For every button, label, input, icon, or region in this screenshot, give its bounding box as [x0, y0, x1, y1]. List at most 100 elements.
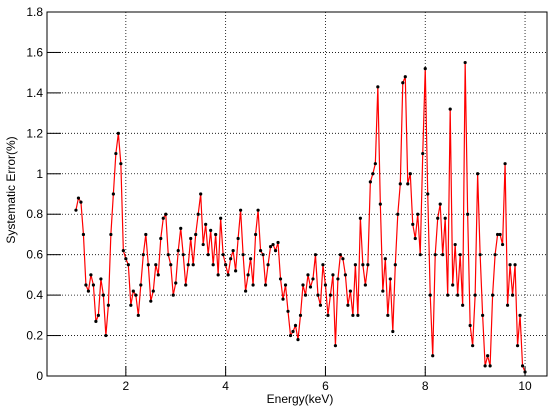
- data-point: [219, 216, 223, 220]
- data-point: [321, 263, 325, 267]
- data-point: [431, 354, 435, 358]
- y-tick-label: 1.6: [26, 45, 43, 59]
- data-point: [94, 319, 98, 323]
- data-point: [468, 323, 472, 328]
- data-point: [266, 263, 270, 267]
- data-point: [471, 344, 475, 348]
- data-point: [251, 283, 255, 287]
- data-point: [291, 329, 295, 334]
- data-point: [111, 192, 115, 196]
- x-tick-label: 6: [322, 379, 329, 393]
- data-point: [333, 344, 338, 348]
- data-point: [466, 212, 470, 216]
- data-point: [451, 283, 455, 287]
- data-point: [303, 293, 308, 297]
- data-point: [119, 162, 123, 166]
- data-point: [491, 293, 495, 297]
- data-point: [296, 338, 300, 342]
- data-point: [438, 202, 442, 206]
- data-point: [408, 172, 412, 176]
- y-tick-label: 0: [36, 369, 43, 383]
- data-point: [368, 180, 372, 184]
- data-point: [461, 303, 465, 307]
- data-point: [161, 216, 165, 220]
- data-point: [373, 162, 377, 166]
- data-point: [458, 253, 462, 257]
- data-point: [89, 273, 93, 277]
- data-point: [338, 253, 343, 257]
- data-point: [191, 263, 195, 267]
- data-point: [229, 257, 233, 261]
- data-point: [156, 273, 160, 277]
- data-point: [493, 253, 497, 257]
- data-point: [498, 232, 502, 237]
- data-point: [214, 232, 218, 237]
- y-tick-label: 1.4: [26, 86, 43, 100]
- x-tick-label: 10: [518, 379, 532, 393]
- data-point: [126, 263, 130, 267]
- data-point: [286, 309, 290, 313]
- data-point: [99, 277, 103, 281]
- data-point: [201, 242, 205, 247]
- data-point: [91, 283, 96, 287]
- data-point: [101, 293, 105, 297]
- data-point: [129, 303, 133, 307]
- data-point: [86, 289, 91, 293]
- data-point: [224, 263, 228, 267]
- x-axis-label: Energy(keV): [267, 392, 334, 406]
- data-point: [441, 253, 445, 257]
- y-tick-label: 1.8: [26, 5, 43, 19]
- data-point: [124, 257, 128, 261]
- data-point: [448, 107, 452, 111]
- data-point: [336, 277, 340, 281]
- data-point: [371, 172, 375, 176]
- x-tick-label: 4: [222, 379, 229, 393]
- data-point: [199, 192, 203, 196]
- data-point: [298, 313, 303, 317]
- data-point: [396, 212, 400, 216]
- x-tick-label: 8: [422, 379, 429, 393]
- data-point: [383, 257, 387, 261]
- data-point: [341, 257, 345, 261]
- plot-frame: [46, 11, 548, 377]
- data-point: [189, 236, 193, 241]
- data-point: [386, 313, 390, 317]
- data-point: [181, 253, 185, 257]
- data-point: [151, 289, 155, 293]
- data-point: [351, 313, 355, 317]
- data-point: [211, 263, 215, 267]
- y-tick-label: 0.4: [26, 288, 43, 302]
- data-point: [79, 200, 83, 204]
- data-point: [176, 249, 180, 253]
- data-point: [343, 273, 348, 277]
- data-point: [196, 212, 200, 216]
- data-point: [236, 236, 240, 241]
- data-point: [520, 364, 525, 368]
- data-point: [508, 263, 512, 267]
- data-point: [401, 81, 405, 85]
- data-point: [261, 253, 265, 257]
- data-point: [293, 323, 298, 328]
- data-point: [453, 242, 457, 247]
- data-point: [366, 263, 370, 267]
- data-point: [428, 293, 432, 297]
- data-point: [278, 277, 283, 281]
- data-point: [463, 60, 467, 65]
- data-point: [288, 333, 293, 338]
- data-point: [318, 303, 323, 307]
- data-point: [353, 263, 357, 267]
- data-point: [388, 277, 392, 281]
- data-point: [306, 273, 310, 277]
- data-point: [76, 196, 81, 200]
- data-point: [515, 344, 520, 348]
- data-point: [106, 303, 110, 307]
- data-point: [308, 285, 313, 289]
- data-point: [481, 313, 485, 317]
- data-point: [253, 232, 258, 237]
- data-point: [164, 212, 168, 216]
- data-point: [179, 226, 183, 230]
- data-point: [446, 293, 450, 297]
- data-point: [271, 242, 275, 247]
- data-point: [361, 263, 365, 267]
- data-point: [486, 354, 490, 358]
